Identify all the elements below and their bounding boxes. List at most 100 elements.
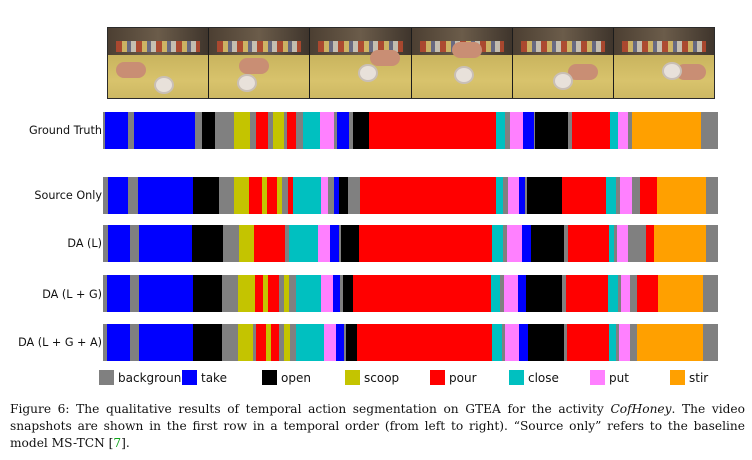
segment-open [192,324,223,361]
segment-close [495,112,505,149]
segment-background [617,275,621,312]
legend-label: close [528,370,559,385]
segment-open [191,225,223,262]
segment-background [128,112,135,149]
legend-label: open [281,370,311,385]
segment-background [103,324,108,361]
segment-pour [287,177,294,214]
legend-label: stir [689,370,709,385]
segment-open [530,225,565,262]
legend-item-pour: pour [430,370,477,385]
segment-close [303,112,321,149]
video-snapshot [613,28,715,98]
video-snapshot [209,28,311,98]
segment-close [289,225,318,262]
swatch [345,370,360,385]
segment-close [606,177,617,214]
legend-item-take: take [182,370,227,385]
segment-background [214,112,234,149]
segment-scoop [265,324,271,361]
segment-background [284,112,288,149]
segment-background [706,225,718,262]
segment-close [492,324,502,361]
segment-background [499,275,504,312]
segment-put [616,225,629,262]
segment-background [628,112,632,149]
segment-close [609,324,617,361]
segmentation-bar-source-only [103,177,718,214]
segment-put [503,275,518,312]
legend-label: put [609,370,629,385]
video-snapshots [107,27,715,99]
segment-background [222,275,239,312]
segment-background [564,225,569,262]
row-label-source-only: Source Only [34,189,102,202]
segment-background [503,225,508,262]
segment-take [330,225,339,262]
segment-pour [567,324,610,361]
segment-put [620,177,633,214]
segment-pour [268,275,279,312]
segment-scoop [263,275,269,312]
segment-open [340,225,360,262]
segment-close [607,275,618,312]
segmentation-bar-ground-truth [103,112,718,149]
row-label-da-lga: DA (L + G + A) [18,336,102,349]
segment-background [129,324,139,361]
segment-background [218,177,234,214]
segment-background [632,177,641,214]
segment-take [107,225,131,262]
segment-background [347,177,361,214]
segment-close [491,275,500,312]
segment-background [127,177,138,214]
caption-citation-link[interactable]: 7 [113,436,122,450]
segment-stir [636,324,703,361]
segment-background [222,225,239,262]
legend-item-open: open [262,370,311,385]
segment-background [629,275,638,312]
segment-close [492,225,504,262]
segment-put [507,225,522,262]
row-label-da-l: DA (L) [67,237,102,250]
segment-background [103,225,108,262]
segment-pour [254,275,264,312]
segment-scoop [283,275,289,312]
segment-open [339,177,348,214]
segment-background [702,275,718,312]
segment-background [103,112,105,149]
segment-take [519,324,529,361]
segment-open [193,275,223,312]
caption-middle: . The video snapshots are shown in the f… [10,402,745,450]
segment-open [346,324,357,361]
legend-item-stir: stir [670,370,708,385]
video-snapshot [310,28,412,98]
segment-background [253,324,257,361]
segment-background [268,112,274,149]
legend-item-put: put [590,370,629,385]
segment-take [139,225,192,262]
legend-item-background: background [99,370,189,385]
swatch [262,370,277,385]
caption-prefix: Figure 6: The qualitative results of tem… [10,402,611,416]
segment-stir [656,177,706,214]
legend-label: background [118,370,189,385]
segment-take [335,324,344,361]
segment-background [561,275,566,312]
segment-pour [248,177,262,214]
segment-put [618,112,629,149]
caption-activity: CofHoney [610,402,672,416]
segment-pour [360,177,496,214]
segment-take [139,275,194,312]
segment-background [525,177,527,214]
segment-background [333,112,337,149]
segment-take [107,275,131,312]
segment-background [279,324,285,361]
segment-take [104,112,129,149]
segment-pour [568,225,610,262]
segment-background [628,225,646,262]
segment-background [338,225,341,262]
swatch [182,370,197,385]
segment-put [618,324,630,361]
segment-put [324,324,336,361]
